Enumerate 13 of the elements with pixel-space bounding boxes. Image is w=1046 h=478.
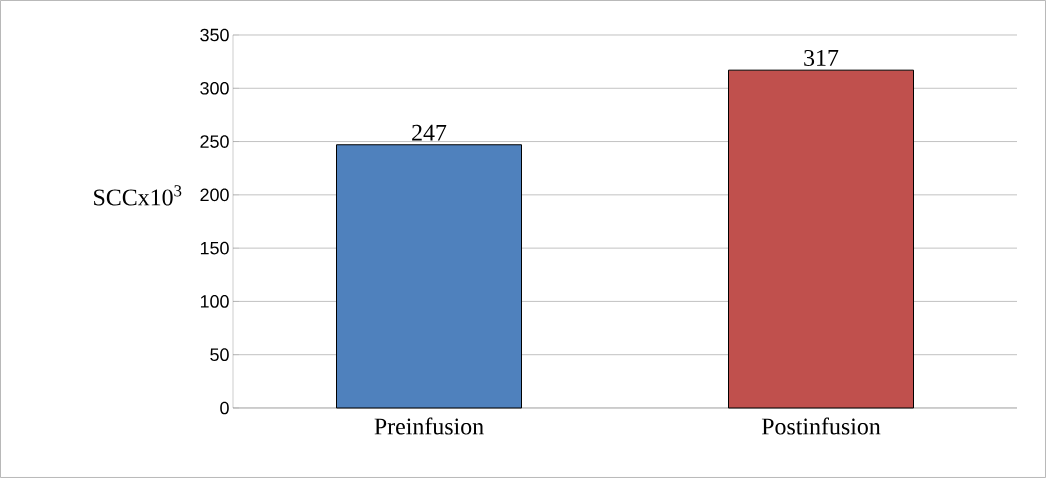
y-tick-label: 150 [200, 241, 229, 255]
x-tick-label: Postinfusion [761, 417, 881, 435]
x-tick-label: Preinfusion [374, 417, 484, 435]
data-label: 317 [804, 49, 839, 66]
y-tick-label: 50 [210, 348, 229, 362]
y-tick-label: 300 [200, 81, 229, 95]
y-tick-label: 0 [220, 401, 229, 415]
data-label: 247 [412, 124, 447, 141]
y-tick-label: 100 [200, 295, 229, 308]
y-tick-label: 200 [200, 188, 229, 202]
y-axis-title: SCCx10$^{3}$ [94, 185, 182, 206]
y-tick-label: 250 [200, 135, 229, 148]
y-tick-label: 350 [200, 28, 229, 42]
